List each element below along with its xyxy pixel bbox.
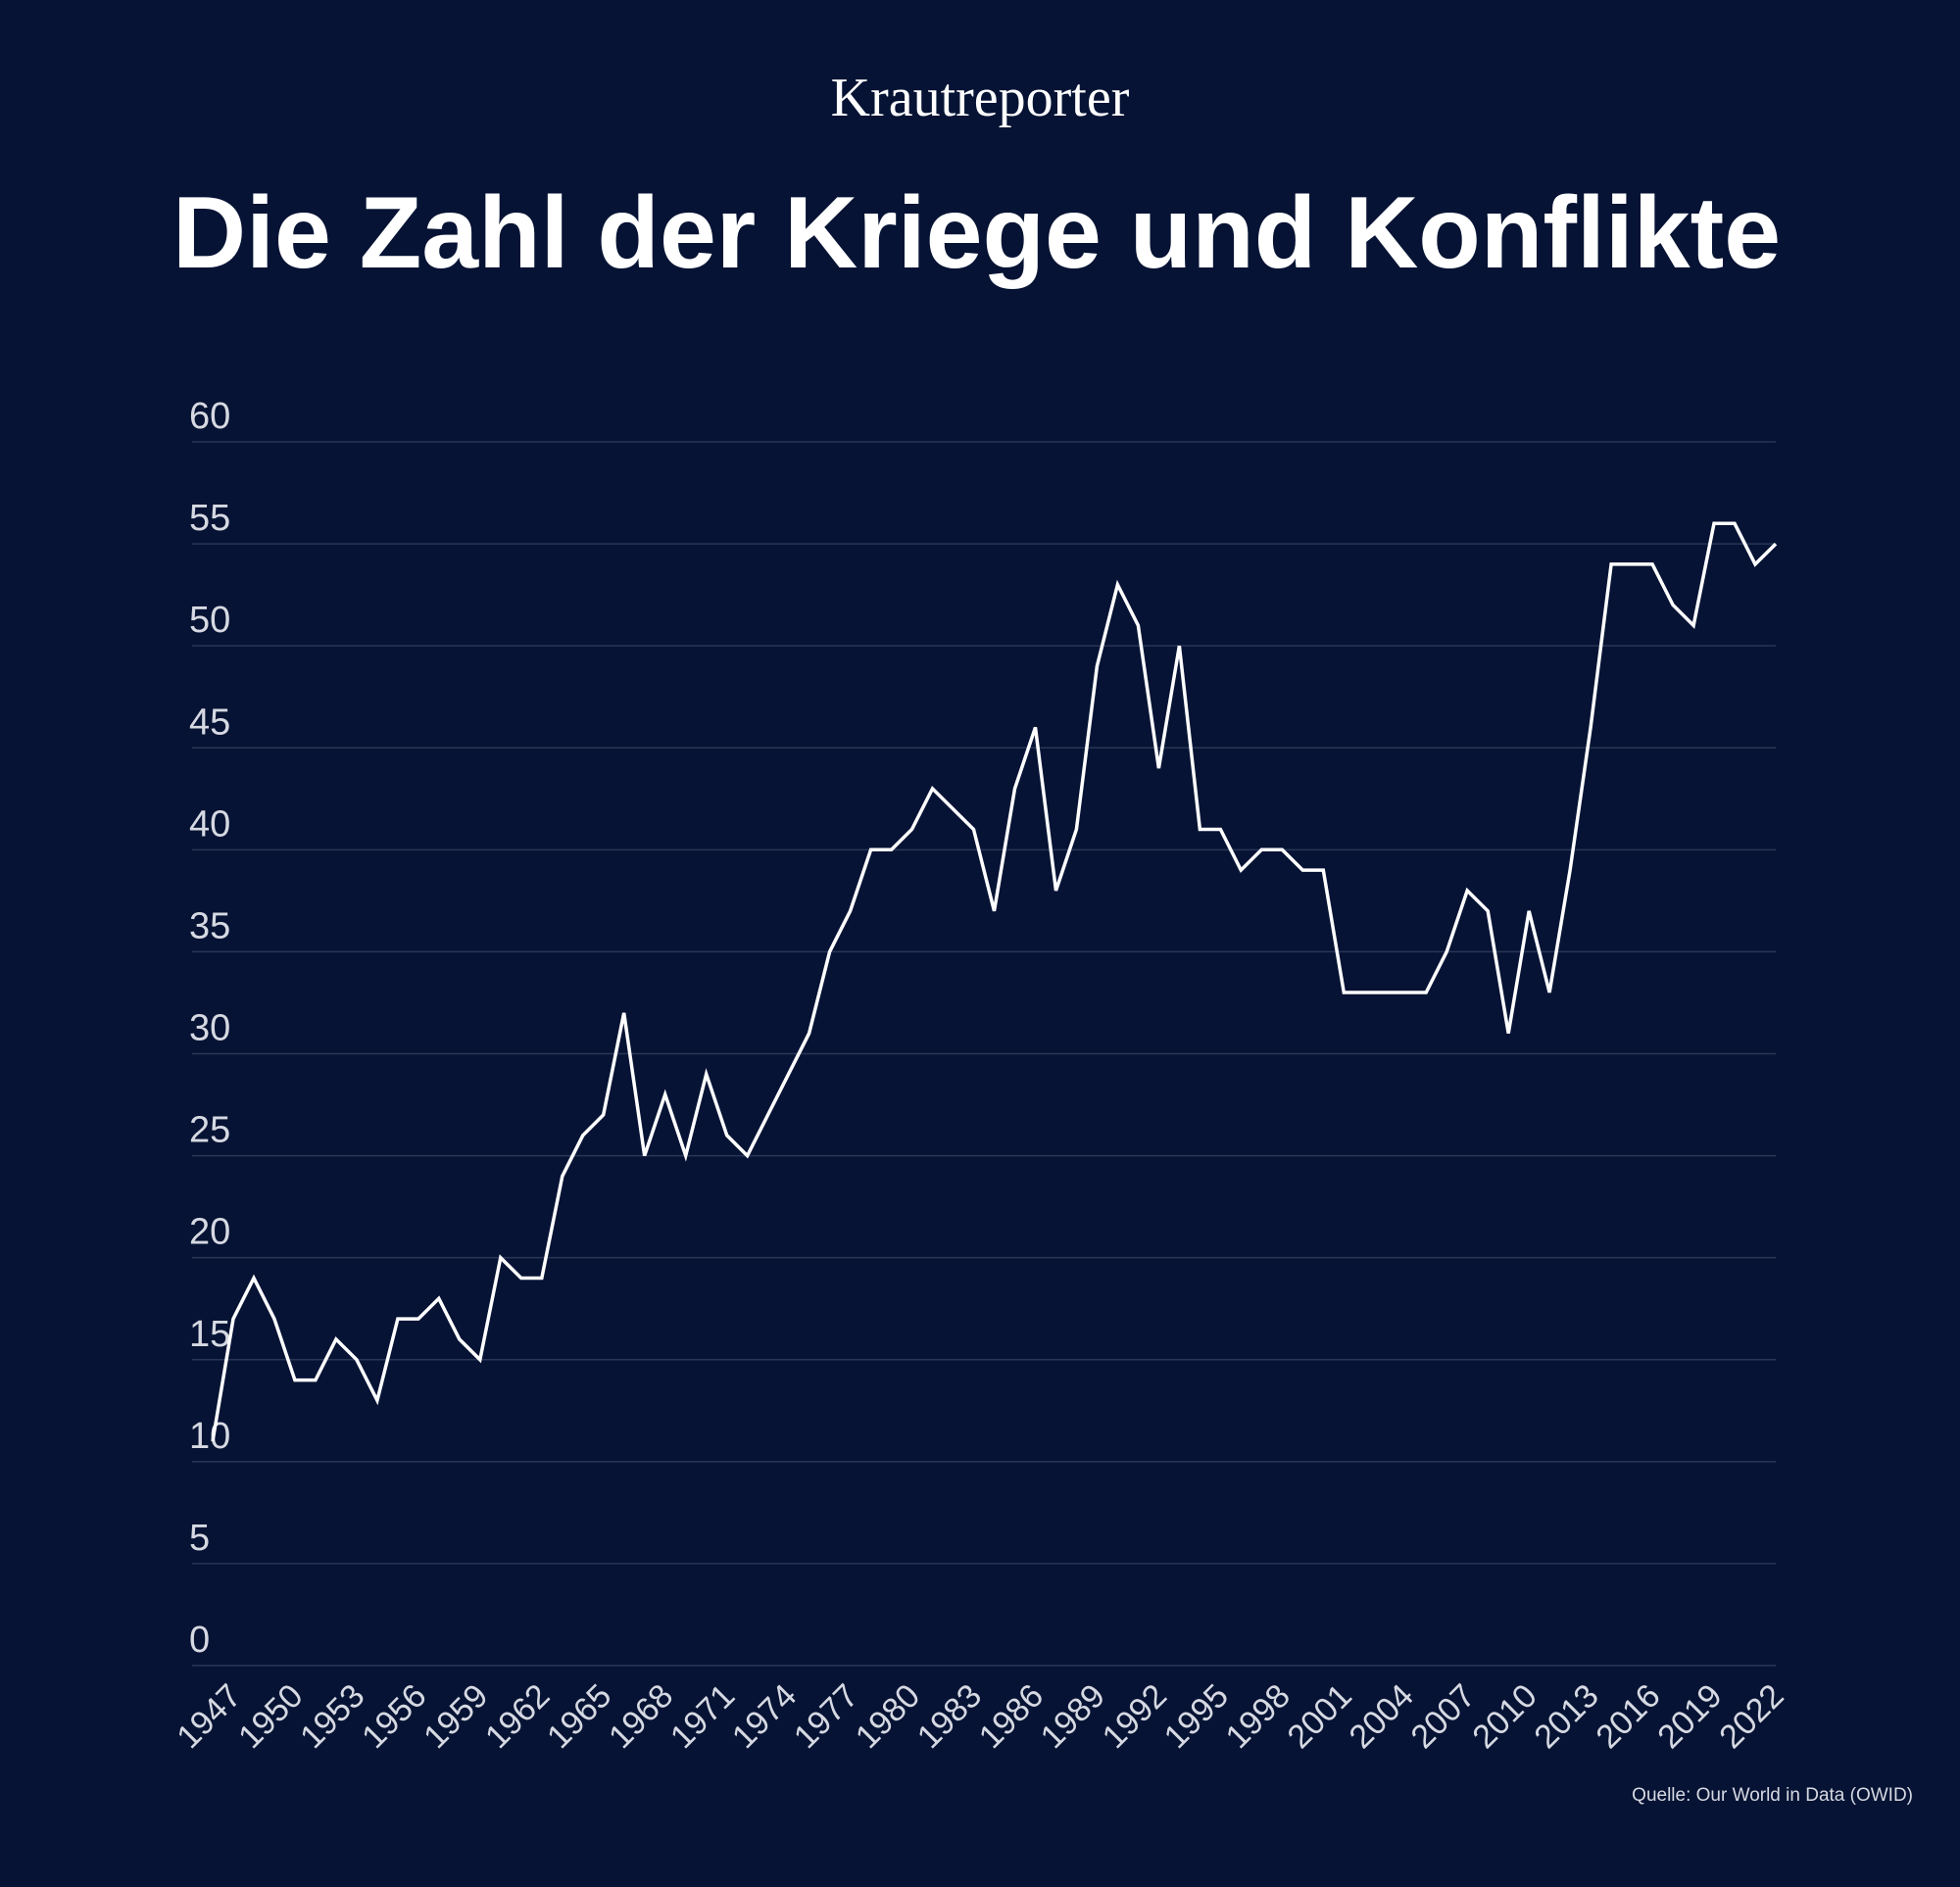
brand-logo: Krautreporter (830, 68, 1130, 128)
page-title: Die Zahl der Kriege und Konflikte (172, 176, 1782, 290)
x-tick-label: 1986 (972, 1677, 1051, 1756)
x-tick-label: 1950 (231, 1677, 310, 1756)
x-axis-ticks: 1947195019531956195919621965196819711974… (170, 1677, 1790, 1756)
x-tick-label: 1959 (416, 1677, 495, 1756)
x-tick-label: 2016 (1589, 1677, 1667, 1756)
x-tick-label: 1983 (910, 1677, 989, 1756)
y-tick-label: 0 (189, 1620, 210, 1661)
x-tick-label: 1956 (355, 1677, 433, 1756)
x-tick-label: 1965 (540, 1677, 618, 1756)
y-tick-label: 45 (189, 702, 230, 743)
y-tick-label: 10 (189, 1416, 230, 1457)
series-layer (211, 521, 1778, 1442)
y-tick-label: 15 (189, 1314, 230, 1355)
x-tick-label: 2022 (1712, 1677, 1790, 1756)
x-tick-label: 1971 (663, 1677, 742, 1756)
y-tick-label: 35 (189, 905, 230, 946)
source-note: Quelle: Our World in Data (OWID) (1632, 1785, 1913, 1806)
x-tick-label: 1962 (478, 1677, 557, 1756)
x-tick-label: 1977 (787, 1677, 865, 1756)
x-tick-label: 2007 (1403, 1677, 1482, 1756)
x-tick-label: 1995 (1157, 1677, 1236, 1756)
y-tick-label: 5 (189, 1518, 210, 1559)
x-tick-label: 1980 (849, 1677, 927, 1756)
x-tick-label: 2013 (1527, 1677, 1605, 1756)
series-line (211, 521, 1778, 1442)
y-axis-ticks: 0 5 10 15 20 25 30 35 40 45 50 55 60 (189, 396, 230, 1661)
x-tick-label: 2010 (1465, 1677, 1544, 1756)
grid-lines (192, 441, 1776, 1667)
x-tick-label: 1992 (1096, 1677, 1174, 1756)
y-tick-label: 25 (189, 1110, 230, 1151)
x-tick-label: 1989 (1034, 1677, 1112, 1756)
x-tick-label: 1974 (725, 1677, 804, 1756)
x-tick-label: 1998 (1219, 1677, 1298, 1756)
y-tick-label: 60 (189, 396, 230, 437)
x-tick-label: 1968 (602, 1677, 680, 1756)
y-tick-label: 55 (189, 498, 230, 539)
y-tick-label: 30 (189, 1008, 230, 1049)
y-tick-label: 40 (189, 803, 230, 845)
x-tick-label: 2004 (1343, 1677, 1421, 1756)
x-tick-label: 1947 (170, 1677, 248, 1756)
x-tick-label: 2001 (1281, 1677, 1359, 1756)
x-tick-label: 2019 (1650, 1677, 1729, 1756)
y-tick-label: 20 (189, 1212, 230, 1253)
x-tick-label: 1953 (293, 1677, 371, 1756)
y-tick-label: 50 (189, 600, 230, 641)
